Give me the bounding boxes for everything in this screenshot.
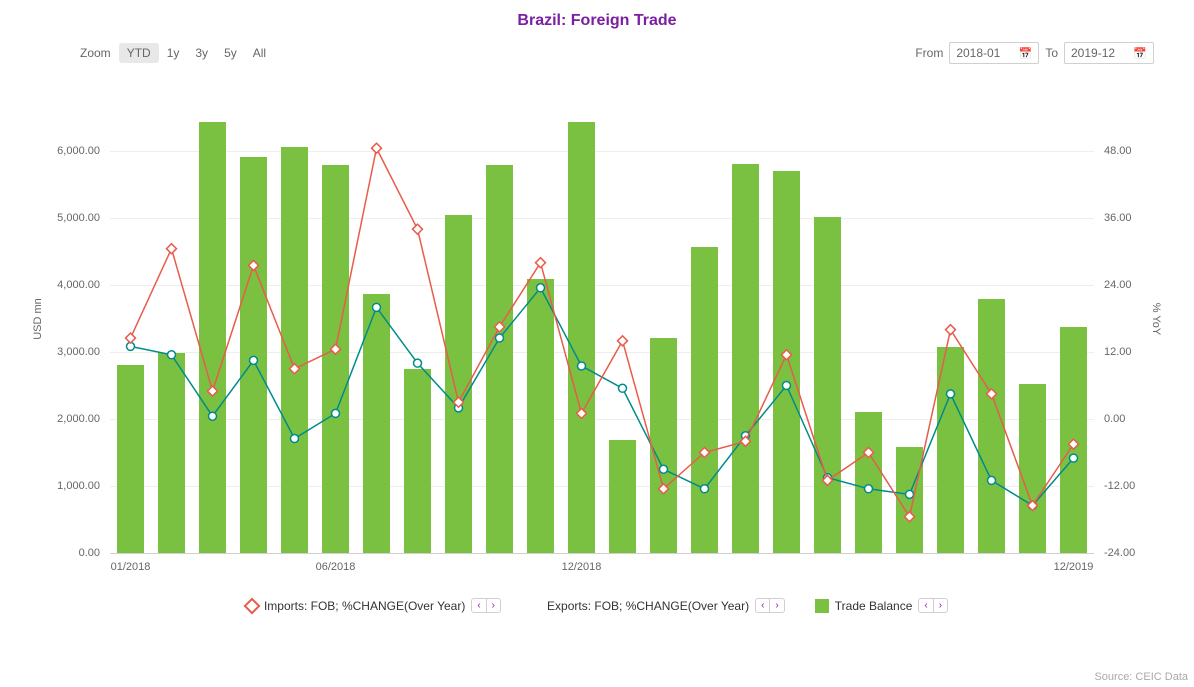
marker[interactable] bbox=[1070, 454, 1078, 462]
marker[interactable] bbox=[946, 325, 956, 335]
source-text: Source: CEIC Data bbox=[1094, 671, 1188, 683]
zoom-3y-button[interactable]: 3y bbox=[187, 43, 216, 63]
square-icon bbox=[815, 599, 829, 613]
marker[interactable] bbox=[250, 356, 258, 364]
zoom-all-button[interactable]: All bbox=[245, 43, 274, 63]
y-right-tick: -24.00 bbox=[1104, 547, 1135, 559]
x-tick: 12/2018 bbox=[562, 561, 602, 573]
y-left-tick: 1,000.00 bbox=[57, 480, 100, 492]
legend-nav[interactable]: ‹› bbox=[755, 598, 785, 613]
x-tick: 06/2018 bbox=[316, 561, 356, 573]
marker[interactable] bbox=[373, 303, 381, 311]
y-left-tick: 5,000.00 bbox=[57, 212, 100, 224]
marker[interactable] bbox=[987, 389, 997, 399]
marker[interactable] bbox=[331, 344, 341, 354]
marker[interactable] bbox=[577, 408, 587, 418]
from-label: From bbox=[915, 46, 943, 60]
x-tick: 01/2018 bbox=[111, 561, 151, 573]
marker[interactable] bbox=[864, 448, 874, 458]
y-right-tick: 0.00 bbox=[1104, 413, 1125, 425]
marker[interactable] bbox=[413, 224, 423, 234]
marker[interactable] bbox=[578, 362, 586, 370]
calendar-icon: 📅 bbox=[1019, 47, 1033, 60]
x-tick: 12/2019 bbox=[1054, 561, 1094, 573]
marker[interactable] bbox=[209, 412, 217, 420]
zoom-1y-button[interactable]: 1y bbox=[159, 43, 188, 63]
legend-nav[interactable]: ‹› bbox=[471, 598, 501, 613]
marker[interactable] bbox=[619, 384, 627, 392]
marker[interactable] bbox=[249, 260, 259, 270]
marker[interactable] bbox=[168, 351, 176, 359]
y-right-tick: 36.00 bbox=[1104, 212, 1132, 224]
to-label: To bbox=[1045, 46, 1058, 60]
y-right-tick: 12.00 bbox=[1104, 346, 1132, 358]
zoom-ytd-button[interactable]: YTD bbox=[119, 43, 159, 63]
marker[interactable] bbox=[372, 143, 382, 153]
marker[interactable] bbox=[536, 258, 546, 268]
marker[interactable] bbox=[988, 476, 996, 484]
legend: Imports: FOB; %CHANGE(Over Year) ‹› Expo… bbox=[0, 594, 1194, 613]
marker[interactable] bbox=[782, 350, 792, 360]
marker[interactable] bbox=[865, 485, 873, 493]
y-axis-right-label: % YoY bbox=[1150, 303, 1162, 335]
marker[interactable] bbox=[167, 244, 177, 254]
legend-exports[interactable]: Exports: FOB; %CHANGE(Over Year) ‹› bbox=[531, 598, 785, 613]
zoom-label: Zoom bbox=[80, 46, 111, 60]
marker[interactable] bbox=[496, 334, 504, 342]
marker[interactable] bbox=[906, 490, 914, 498]
chart-area: USD mn 0.001,000.002,000.003,000.004,000… bbox=[40, 74, 1154, 594]
chart-title: Brazil: Foreign Trade bbox=[0, 0, 1194, 38]
legend-balance[interactable]: Trade Balance ‹› bbox=[815, 598, 948, 613]
from-date-input[interactable]: 2018-01 📅 bbox=[949, 42, 1039, 64]
marker[interactable] bbox=[126, 333, 136, 343]
marker[interactable] bbox=[414, 359, 422, 367]
y-right-tick: 48.00 bbox=[1104, 145, 1132, 157]
y-left-tick: 2,000.00 bbox=[57, 413, 100, 425]
marker[interactable] bbox=[783, 382, 791, 390]
y-left-tick: 0.00 bbox=[79, 547, 100, 559]
legend-imports[interactable]: Imports: FOB; %CHANGE(Over Year) ‹› bbox=[246, 598, 501, 613]
y-left-tick: 6,000.00 bbox=[57, 145, 100, 157]
marker[interactable] bbox=[1069, 439, 1079, 449]
marker[interactable] bbox=[537, 284, 545, 292]
marker[interactable] bbox=[618, 336, 628, 346]
marker[interactable] bbox=[208, 386, 218, 396]
marker[interactable] bbox=[701, 485, 709, 493]
to-date-input[interactable]: 2019-12 📅 bbox=[1064, 42, 1154, 64]
zoom-5y-button[interactable]: 5y bbox=[216, 43, 245, 63]
marker[interactable] bbox=[290, 364, 300, 374]
legend-nav[interactable]: ‹› bbox=[918, 598, 948, 613]
y-left-tick: 4,000.00 bbox=[57, 279, 100, 291]
diamond-icon bbox=[243, 597, 260, 614]
circle-icon bbox=[531, 601, 541, 611]
marker[interactable] bbox=[332, 409, 340, 417]
y-left-tick: 3,000.00 bbox=[57, 346, 100, 358]
calendar-icon: 📅 bbox=[1133, 47, 1147, 60]
y-right-tick: 24.00 bbox=[1104, 279, 1132, 291]
marker[interactable] bbox=[660, 465, 668, 473]
toolbar: Zoom YTD1y3y5yAll From 2018-01 📅 To 2019… bbox=[0, 38, 1194, 74]
y-axis-left-label: USD mn bbox=[32, 298, 44, 340]
marker[interactable] bbox=[905, 512, 915, 522]
y-right-tick: -12.00 bbox=[1104, 480, 1135, 492]
marker[interactable] bbox=[947, 390, 955, 398]
marker[interactable] bbox=[291, 435, 299, 443]
marker[interactable] bbox=[495, 322, 505, 332]
